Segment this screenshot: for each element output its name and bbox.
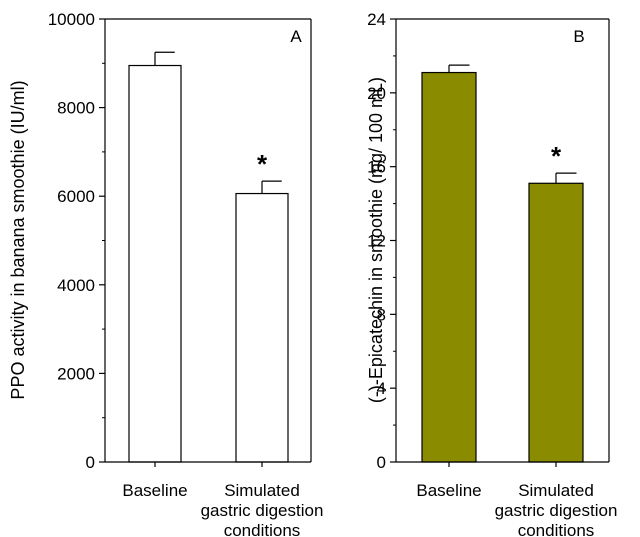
y-tick-label: 12 xyxy=(367,232,386,251)
y-tick-label: 20 xyxy=(367,84,386,103)
x-category-label: Simulated xyxy=(518,481,594,500)
y-axis-label: PPO activity in banana smoothie (IU/ml) xyxy=(8,80,28,399)
x-category-label: gastric digestion xyxy=(201,501,324,520)
y-tick-label: 4 xyxy=(377,379,386,398)
y-tick-label: 4000 xyxy=(57,276,95,295)
x-category-label: conditions xyxy=(224,521,301,537)
bar xyxy=(421,71,477,463)
panel-label: B xyxy=(573,27,584,46)
y-tick-label: 0 xyxy=(377,453,386,472)
bar xyxy=(235,192,289,463)
bar xyxy=(528,182,584,463)
y-tick-label: 24 xyxy=(367,10,386,29)
significance-marker: * xyxy=(551,141,562,171)
panel-label: A xyxy=(290,27,302,46)
bar xyxy=(128,64,182,463)
significance-marker: * xyxy=(257,149,268,179)
x-category-label: Simulated xyxy=(224,481,300,500)
y-tick-label: 8 xyxy=(377,305,386,324)
y-axis-label: (-)-Epicatechin in smoothie (mg/ 100 mL) xyxy=(366,77,386,403)
y-tick-label: 10000 xyxy=(48,10,95,29)
x-category-label: gastric digestion xyxy=(495,501,618,520)
y-tick-label: 16 xyxy=(367,158,386,177)
x-category-label: Baseline xyxy=(122,481,187,500)
y-tick-label: 6000 xyxy=(57,187,95,206)
y-tick-label: 0 xyxy=(86,453,95,472)
panel-a: * 0 2000 4000 6000 8000 10000 Baseline Simulated… xyxy=(8,10,323,537)
y-tick-label: 2000 xyxy=(57,364,95,383)
x-category-label: conditions xyxy=(518,521,595,537)
x-category-label: Baseline xyxy=(416,481,481,500)
y-tick-label: 8000 xyxy=(57,99,95,118)
